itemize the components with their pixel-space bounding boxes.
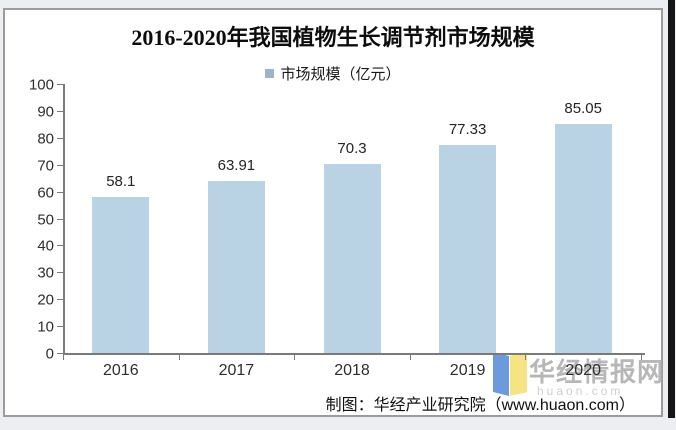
x-axis-tick — [63, 355, 64, 360]
x-axis-tick — [525, 355, 527, 360]
bar-value-label: 63.91 — [217, 157, 256, 175]
y-axis-tick-label: 100 — [28, 76, 54, 94]
bar-value-label: 77.33 — [448, 120, 487, 138]
bar-value-label: 70.3 — [337, 139, 367, 157]
y-axis-tick — [57, 326, 63, 328]
chart-card: 2016-2020年我国植物生长调节剂市场规模 市场规模（亿元） 华经情报网 h… — [3, 8, 663, 417]
y-axis-tick-label: 0 — [45, 345, 54, 363]
watermark-text: 华经情报网 — [529, 357, 665, 387]
y-axis-tick-label: 90 — [37, 103, 54, 121]
y-axis-tick-label: 80 — [37, 130, 54, 148]
y-axis-tick-label: 20 — [37, 291, 54, 309]
chart-title: 2016-2020年我国植物生长调节剂市场规模 — [131, 25, 535, 50]
x-axis-tick — [409, 355, 411, 360]
y-axis-tick — [57, 353, 63, 354]
y-axis-tick-label: 50 — [37, 211, 54, 228]
legend: 市场规模（亿元） — [5, 63, 661, 84]
y-axis-tick — [57, 164, 63, 166]
bar-value-label: 85.05 — [564, 100, 602, 118]
y-axis-tick — [57, 218, 63, 220]
y-axis-tick-label: 60 — [37, 184, 54, 202]
y-axis-tick-label: 10 — [37, 318, 54, 336]
y-axis-tick — [57, 272, 63, 274]
x-axis-tick — [294, 355, 296, 360]
bar-value-label: 58.1 — [106, 172, 136, 190]
plot-area: 0 10 20 30 40 50 60 70 80 90 100 58.1 2016 63.91 2017 7… — [5, 10, 661, 415]
bar — [439, 144, 497, 353]
legend-marker-icon — [265, 69, 275, 78]
bar — [207, 181, 265, 353]
bar — [92, 196, 150, 353]
x-axis-category-label: 2017 — [218, 362, 255, 379]
y-axis-tick-label: 30 — [37, 264, 54, 282]
watermark-subtext: huaon.com — [537, 384, 624, 398]
y-axis-tick-label: 40 — [37, 237, 54, 255]
bar — [323, 163, 381, 353]
source-credit: 制图：华经产业研究院（www.huaon.com） — [325, 397, 635, 414]
x-axis-category-label: 2019 — [449, 362, 486, 379]
y-axis-tick-label: 70 — [37, 157, 54, 175]
y-axis-tick — [57, 245, 63, 247]
legend-label: 市场规模（亿元） — [280, 66, 401, 83]
x-axis-category-label: 2020 — [565, 362, 601, 379]
bar — [554, 124, 612, 353]
y-axis-tick — [57, 191, 63, 193]
x-axis-tick — [641, 355, 642, 360]
x-axis-tick — [178, 355, 180, 360]
scrollbar-strip[interactable] — [668, 0, 675, 418]
y-axis-tick — [57, 110, 63, 112]
x-axis-line — [63, 353, 645, 355]
y-axis-line — [63, 84, 65, 355]
y-axis-tick — [57, 299, 63, 301]
x-axis-category-label: 2016 — [103, 362, 139, 379]
x-axis-category-label: 2018 — [334, 362, 370, 379]
y-axis-tick — [57, 84, 63, 85]
y-axis-tick — [57, 137, 63, 139]
